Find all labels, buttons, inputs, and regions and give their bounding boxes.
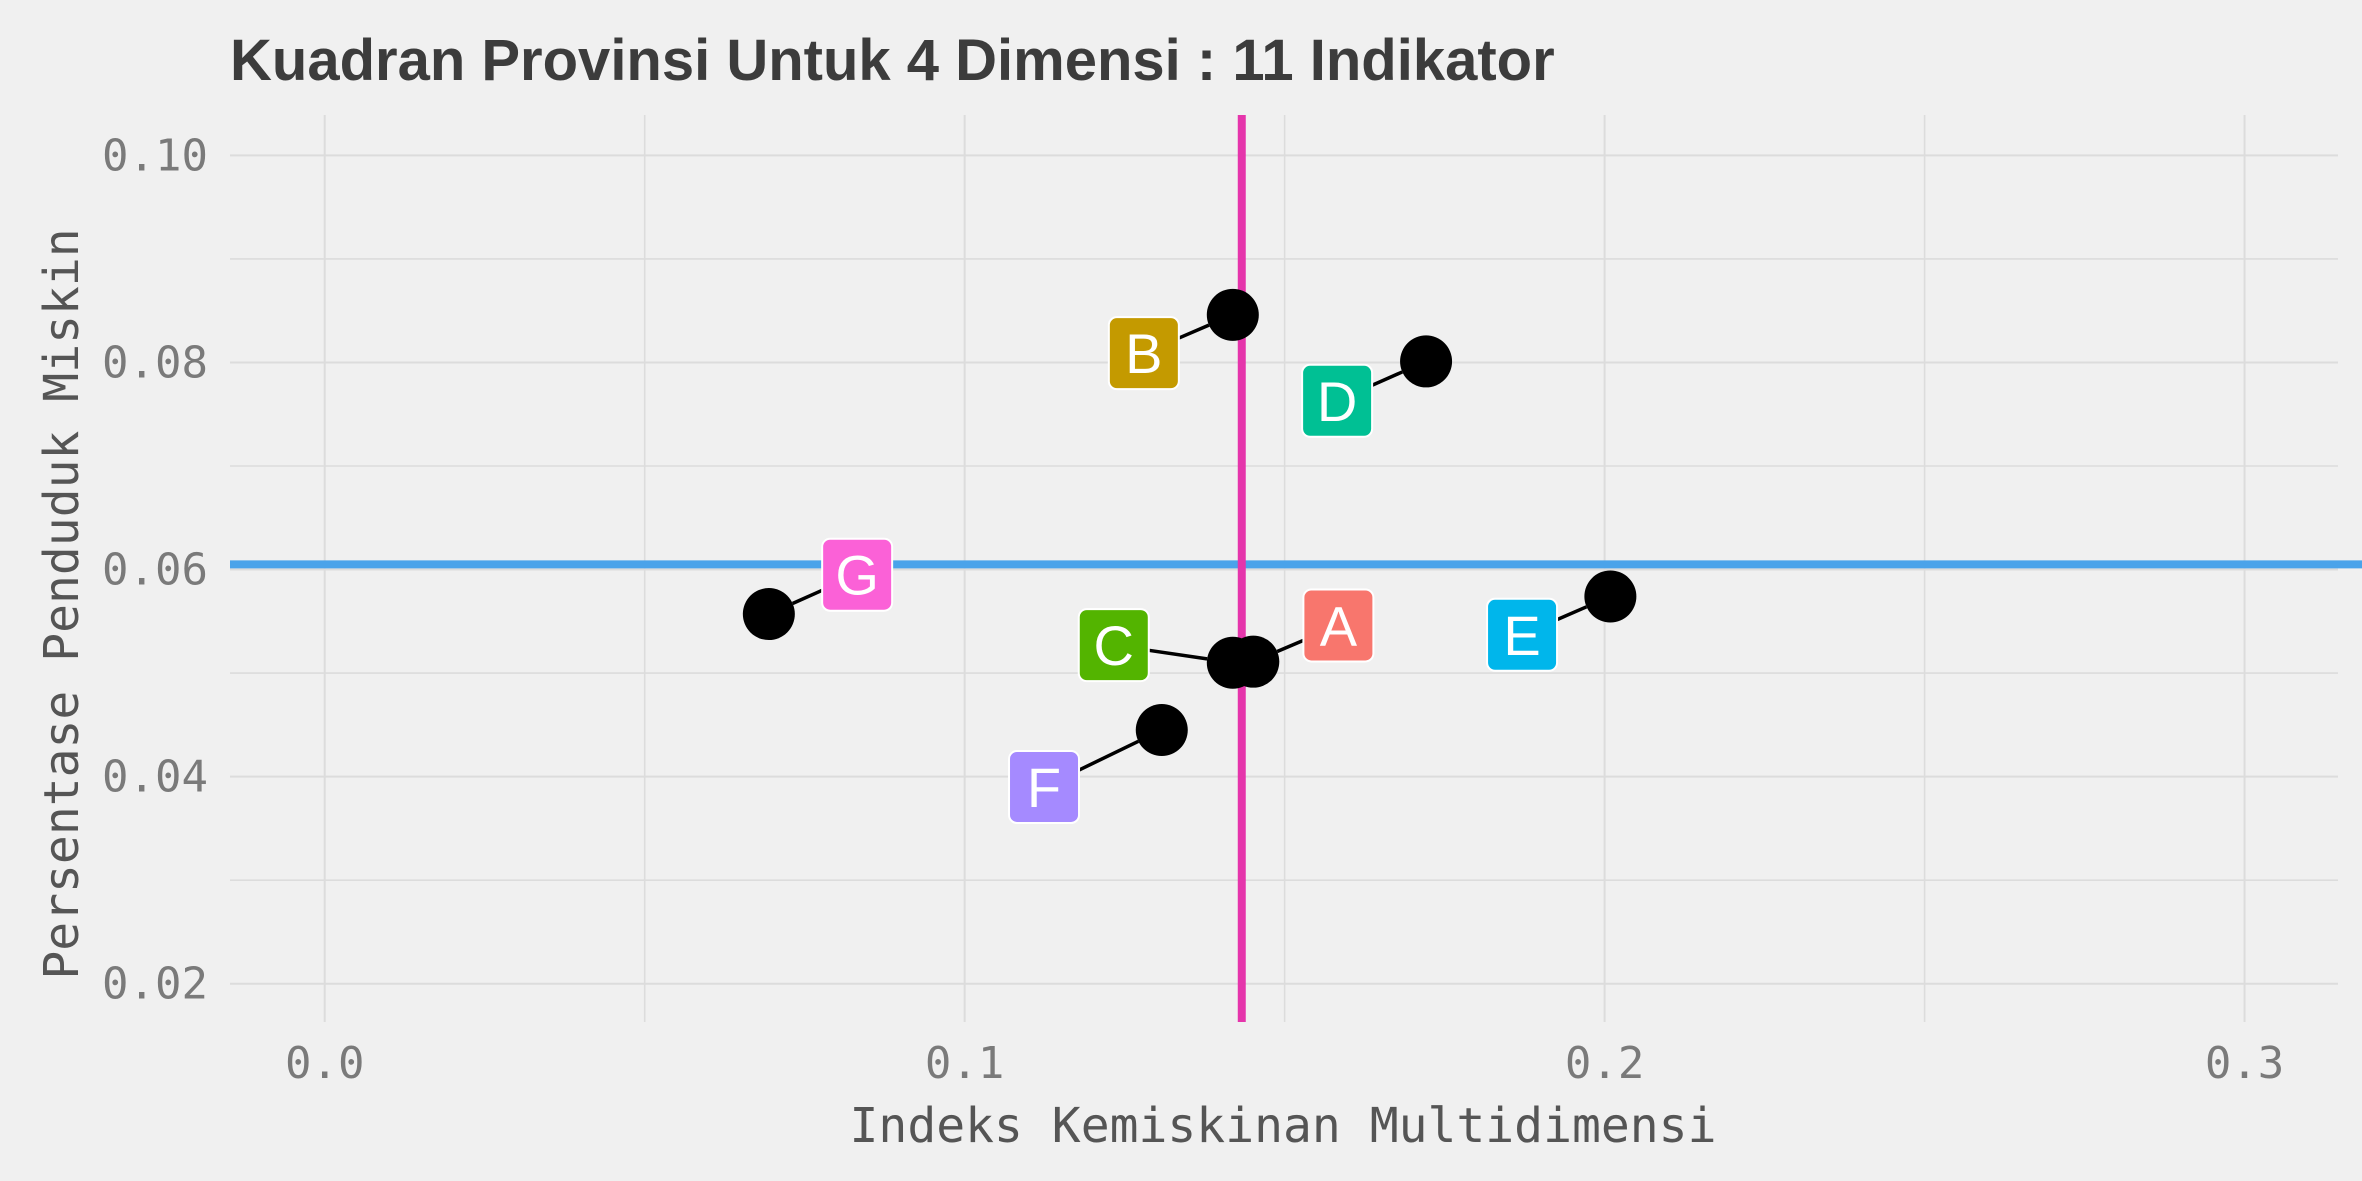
point-label-box-c <box>1077 608 1150 683</box>
label-connector-g <box>791 588 823 606</box>
grid <box>230 115 2338 1022</box>
data-point-e <box>1584 570 1637 623</box>
label-connector-e <box>1556 605 1588 622</box>
y-tick-label: 0.10 <box>102 130 208 181</box>
x-tick-label: 0.2 <box>1565 1038 1644 1089</box>
x-tick-label: 0.3 <box>2205 1038 2284 1089</box>
point-label-c: C <box>1094 614 1134 677</box>
label-connector-d <box>1371 370 1403 387</box>
label-connector-b <box>1178 323 1210 340</box>
x-tick-label: 0.0 <box>285 1038 364 1089</box>
point-label-f: F <box>1027 756 1061 819</box>
point-label-a: A <box>1320 594 1358 657</box>
reference-lines <box>230 115 2362 1022</box>
point-labels: A B C D E F G <box>821 316 1559 824</box>
x-axis-title: Indeks Kemiskinan Multidimensi <box>850 1098 1717 1154</box>
axis-ticks: 0.0 0.1 0.2 0.3 0.02 0.04 0.06 0.08 0.10 <box>102 130 2284 1089</box>
data-point-b <box>1206 288 1259 341</box>
data-point-d <box>1400 335 1453 388</box>
point-label-box-g <box>821 537 894 612</box>
point-label-box-b <box>1107 316 1180 391</box>
point-label-b: B <box>1125 322 1162 385</box>
label-connector-a <box>1276 638 1305 654</box>
point-label-d: D <box>1317 370 1357 433</box>
label-connector-f <box>1078 739 1140 772</box>
x-tick-label: 0.1 <box>925 1038 1004 1089</box>
data-point-g <box>742 588 795 641</box>
point-label-e: E <box>1503 604 1540 667</box>
data-points <box>742 288 1637 757</box>
chart-title: Kuadran Provinsi Untuk 4 Dimensi : 11 In… <box>230 28 1555 93</box>
y-tick-label: 0.08 <box>102 337 208 388</box>
point-label-g: G <box>835 544 879 607</box>
label-connector-c <box>1148 648 1208 661</box>
point-label-box-e <box>1486 597 1559 672</box>
y-tick-label: 0.02 <box>102 959 208 1010</box>
y-tick-label: 0.06 <box>102 545 208 596</box>
data-point-c <box>1206 636 1259 689</box>
y-axis-title: Persentase Penduduk Miskin <box>34 228 90 979</box>
point-label-box-a <box>1302 588 1375 663</box>
label-connectors <box>791 323 1588 772</box>
point-label-box-d <box>1301 363 1374 438</box>
y-tick-label: 0.04 <box>102 752 208 803</box>
data-point-f <box>1135 704 1188 757</box>
point-label-box-f <box>1008 749 1081 824</box>
